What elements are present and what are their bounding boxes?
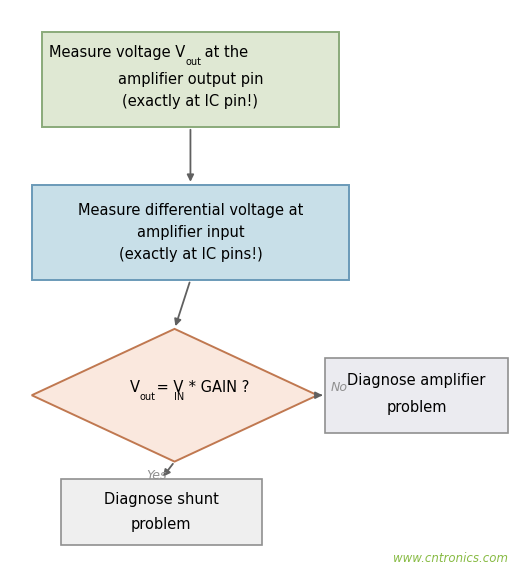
Polygon shape bbox=[32, 329, 317, 462]
Text: problem: problem bbox=[131, 518, 191, 532]
Text: amplifier output pin: amplifier output pin bbox=[117, 72, 263, 87]
Bar bbox=[325, 358, 508, 433]
Text: Measure differential voltage at: Measure differential voltage at bbox=[78, 203, 303, 218]
Text: (exactly at IC pin!): (exactly at IC pin!) bbox=[122, 94, 259, 108]
Text: at the: at the bbox=[200, 46, 248, 61]
Text: (exactly at IC pins!): (exactly at IC pins!) bbox=[118, 247, 262, 261]
Text: Yes: Yes bbox=[146, 469, 166, 482]
Text: * GAIN ?: * GAIN ? bbox=[184, 380, 250, 395]
Text: amplifier input: amplifier input bbox=[136, 225, 244, 239]
Text: out: out bbox=[185, 57, 201, 67]
Text: Diagnose shunt: Diagnose shunt bbox=[104, 492, 219, 507]
Bar bbox=[42, 32, 339, 127]
Bar bbox=[61, 479, 262, 545]
Text: out: out bbox=[139, 392, 155, 402]
Text: = V: = V bbox=[152, 380, 184, 395]
Text: IN: IN bbox=[174, 392, 184, 402]
Text: problem: problem bbox=[386, 400, 447, 415]
Bar bbox=[32, 185, 349, 280]
Text: No: No bbox=[331, 381, 348, 394]
Text: Diagnose amplifier: Diagnose amplifier bbox=[348, 373, 486, 388]
Text: Measure voltage V: Measure voltage V bbox=[49, 46, 185, 61]
Text: www.cntronics.com: www.cntronics.com bbox=[393, 552, 508, 565]
Text: V: V bbox=[130, 380, 140, 395]
